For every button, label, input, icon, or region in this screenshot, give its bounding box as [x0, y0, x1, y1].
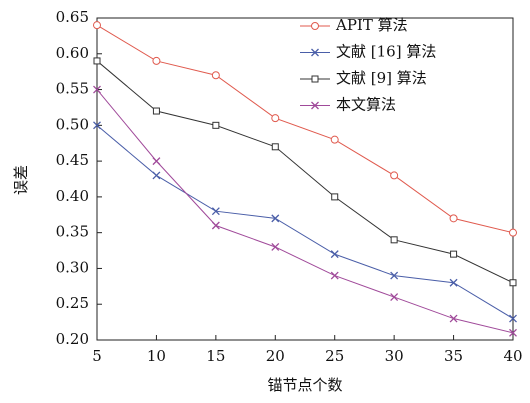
legend-label: 文献 [16] 算法	[336, 43, 436, 61]
marker	[330, 250, 339, 259]
y-tick-label: 0.60	[56, 44, 89, 62]
y-tick-label: 0.20	[56, 330, 89, 348]
marker	[311, 22, 319, 30]
marker	[152, 157, 161, 166]
y-tick-label: 0.45	[56, 151, 89, 169]
x-tick-label: 20	[266, 347, 285, 365]
legend-label: 本文算法	[336, 96, 396, 114]
x-tick-label: 40	[503, 347, 522, 365]
marker	[211, 71, 220, 80]
marker	[311, 101, 319, 110]
legend-label: APIT 算法	[335, 16, 408, 34]
y-axis-label: 误差	[12, 165, 30, 195]
marker	[509, 279, 517, 287]
x-tick-label: 5	[92, 347, 102, 365]
marker	[271, 214, 280, 223]
marker	[449, 314, 458, 323]
y-tick-label: 0.50	[56, 115, 89, 133]
marker	[390, 293, 399, 302]
marker	[271, 143, 279, 151]
marker	[509, 328, 517, 337]
marker	[449, 214, 458, 223]
x-tick-label: 10	[147, 347, 166, 365]
x-tick-label: 30	[385, 347, 404, 365]
series-line	[96, 124, 514, 319]
marker	[509, 228, 517, 237]
y-tick-label: 0.30	[56, 258, 89, 276]
x-tick-label: 15	[206, 347, 225, 365]
marker	[211, 207, 220, 216]
marker	[331, 193, 339, 201]
marker	[93, 85, 101, 94]
marker	[93, 21, 101, 30]
marker	[311, 75, 319, 83]
x-axis-label: 锚节点个数	[267, 376, 342, 394]
marker	[509, 314, 517, 323]
marker	[271, 243, 280, 251]
series-line	[96, 89, 514, 334]
y-tick-label: 0.55	[56, 80, 89, 98]
marker	[330, 271, 339, 280]
marker	[152, 171, 161, 180]
marker	[93, 57, 101, 65]
x-tick-label: 35	[444, 347, 463, 365]
series-line	[96, 60, 514, 284]
plot-frame	[96, 17, 514, 341]
y-tick-label: 0.35	[56, 223, 89, 241]
marker	[450, 250, 458, 258]
y-tick-label: 0.65	[56, 8, 89, 26]
marker	[390, 236, 398, 244]
marker	[93, 121, 101, 130]
x-tick-label: 25	[325, 347, 344, 365]
y-tick-label: 0.25	[56, 294, 89, 312]
marker	[152, 107, 160, 115]
marker	[390, 271, 399, 280]
marker	[212, 121, 220, 129]
marker	[271, 114, 280, 123]
legend-label: 文献 [9] 算法	[336, 69, 427, 87]
marker	[211, 221, 220, 230]
marker	[152, 56, 161, 65]
marker	[311, 48, 319, 57]
marker	[449, 278, 458, 287]
marker	[330, 135, 339, 144]
marker	[390, 171, 399, 180]
y-tick-label: 0.40	[56, 187, 89, 205]
series-line	[96, 24, 514, 234]
